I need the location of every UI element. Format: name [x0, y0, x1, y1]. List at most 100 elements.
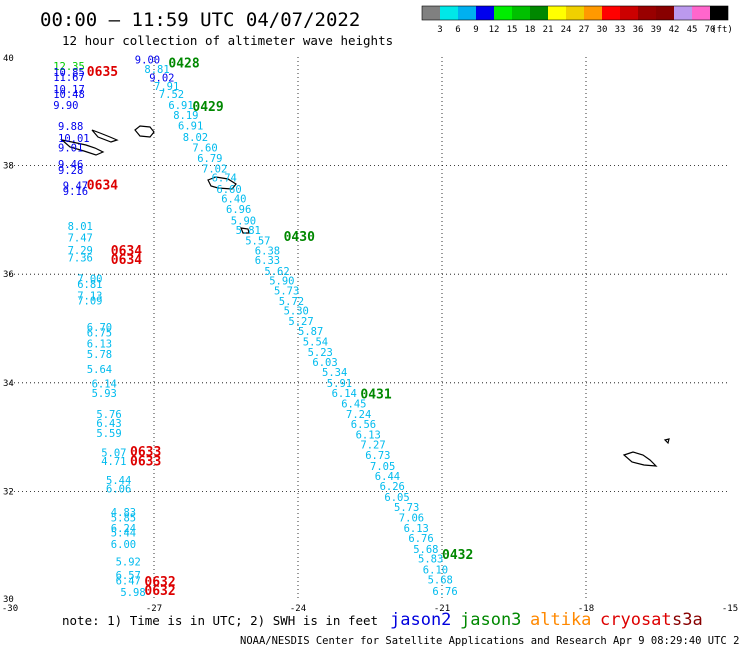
- page-title: 00:00 – 11:59 UTC 04/07/2022: [40, 9, 360, 31]
- swh-value-label: 9.02: [149, 73, 174, 85]
- satellite-altika: altika: [530, 610, 591, 630]
- swh-value-label: 6.45: [341, 398, 366, 410]
- x-tick-label: -18: [578, 604, 594, 614]
- pass-time-label: 0635: [87, 65, 118, 80]
- y-tick-label: 36: [3, 270, 14, 280]
- swh-value-label: 9.00: [135, 55, 160, 67]
- swh-value-label: 5.81: [236, 225, 261, 237]
- swh-value-label: 7.06: [399, 512, 424, 524]
- swh-value-label: 6.76: [408, 533, 433, 545]
- swh-value-label: 5.30: [284, 306, 309, 318]
- color-scale-label: 42: [669, 25, 680, 35]
- pass-time-label: 0430: [284, 230, 315, 245]
- swh-value-label: 6.03: [312, 357, 337, 369]
- satellite-jason3: jason3: [460, 610, 521, 630]
- island-outline: [622, 451, 658, 467]
- swh-value-label: 6.43: [96, 418, 121, 430]
- color-swatch: [494, 6, 512, 20]
- swh-value-label: 5.59: [96, 428, 121, 440]
- swh-value-label: 6.74: [212, 173, 237, 185]
- satellite-legend: jason2 jason3 altika cryosat s3a: [390, 610, 703, 630]
- swh-value-label: 5.87: [298, 326, 323, 338]
- swh-value-label: 7.36: [68, 252, 93, 264]
- x-tick-label: -24: [290, 604, 306, 614]
- color-swatch: [620, 6, 638, 20]
- swh-value-label: 5.73: [274, 285, 299, 297]
- pass-time-label: 0632: [144, 575, 175, 590]
- swh-value-label: 6.13: [404, 523, 429, 535]
- swh-value-label: 8.81: [144, 64, 169, 76]
- pass-time-label: 0429: [192, 100, 223, 115]
- swh-value-label: 5.68: [428, 574, 453, 586]
- swh-value-label: 10.48: [53, 89, 85, 101]
- swh-value-label: 6.73: [365, 450, 390, 462]
- swh-value-label: 6.38: [255, 245, 280, 257]
- swh-value-label: 6.91: [168, 100, 193, 112]
- swh-value-label: 9.28: [58, 165, 83, 177]
- axes: -30 -27 -24 -21 -18 -15 30 32 34 36 38 40: [2, 54, 738, 614]
- color-scale-label: 12: [489, 25, 500, 35]
- swh-value-label: 5.23: [308, 347, 333, 359]
- color-swatch: [692, 6, 710, 20]
- island-outline: [207, 176, 237, 190]
- pass-time-label: 0428: [168, 56, 199, 71]
- y-tick-label: 30: [3, 595, 14, 605]
- color-swatch: [674, 6, 692, 20]
- swh-value-label: 5.92: [116, 556, 141, 568]
- swh-value-label: 5.85: [111, 512, 136, 524]
- satellite-cryosat: cryosat: [600, 610, 672, 630]
- swh-value-label: 4.83: [111, 507, 136, 519]
- swh-value-label: 6.47: [116, 575, 141, 587]
- swh-value-label: 6.05: [384, 492, 409, 504]
- pass-time-label: 0633: [130, 454, 161, 469]
- swh-value-label: 5.64: [87, 364, 112, 376]
- swh-value-label: 7.13: [77, 290, 102, 302]
- swh-value-label: 7.60: [192, 143, 217, 155]
- swh-value-label: 7.24: [346, 409, 371, 421]
- pass-time-label: 0633: [130, 445, 161, 460]
- color-scale-label: 15: [507, 25, 518, 35]
- swh-value-label: 5.34: [322, 367, 347, 379]
- swh-value-label: 6.81: [77, 279, 102, 291]
- swh-value-label: 5.98: [120, 587, 145, 599]
- color-swatch: [548, 6, 566, 20]
- color-swatch: [584, 6, 602, 20]
- swh-value-label: 5.57: [245, 236, 270, 248]
- swh-value-label: 6.60: [216, 184, 241, 196]
- swh-value-label: 5.90: [231, 215, 256, 227]
- swh-value-label: 7.91: [154, 81, 179, 93]
- swh-value-label: 6.14: [92, 378, 117, 390]
- color-scale-label: 30: [597, 25, 608, 35]
- color-scale-legend: 3 6 9 12 15 18 21 24 27 30 33 36 39 42 45 70(ft): [421, 5, 733, 35]
- x-tick-label: -15: [722, 604, 738, 614]
- pass-time-label: 0632: [144, 584, 175, 599]
- color-scale-label: 18: [525, 25, 536, 35]
- color-scale-label: 70: [705, 25, 716, 35]
- pass-time-label: 0634: [111, 244, 142, 259]
- swh-value-label: 5.78: [87, 349, 112, 361]
- swh-value-label: 6.10: [423, 565, 448, 577]
- swh-value-label: 5.73: [394, 502, 419, 514]
- swh-value-label: 6.76: [432, 586, 457, 598]
- swh-value-label: 10.01: [58, 133, 90, 145]
- swh-value-label: 9.88: [58, 121, 83, 133]
- color-scale-label: 9: [473, 25, 478, 35]
- swh-value-label: 5.27: [288, 316, 313, 328]
- swh-value-label: 5.44: [111, 528, 136, 540]
- footnote: note: 1) Time is in UTC; 2) SWH is in fe…: [62, 613, 378, 628]
- x-tick-label: -27: [146, 604, 162, 614]
- pass-time-label: 0432: [442, 548, 473, 563]
- swh-value-label: 6.75: [87, 327, 112, 339]
- y-tick-label: 40: [3, 54, 14, 64]
- pass-time-label: 0634: [87, 179, 118, 194]
- plot-area: [10, 57, 730, 600]
- color-swatch: [638, 6, 656, 20]
- swh-value-label: 7.27: [360, 440, 385, 452]
- page-subtitle: 12 hour collection of altimeter wave hei…: [62, 33, 393, 48]
- swh-value-label: 6.44: [375, 471, 400, 483]
- island-outline: [134, 125, 155, 138]
- island-outline: [663, 438, 670, 445]
- swh-value-label: 6.56: [351, 419, 376, 431]
- swh-value-label: 7.29: [68, 245, 93, 257]
